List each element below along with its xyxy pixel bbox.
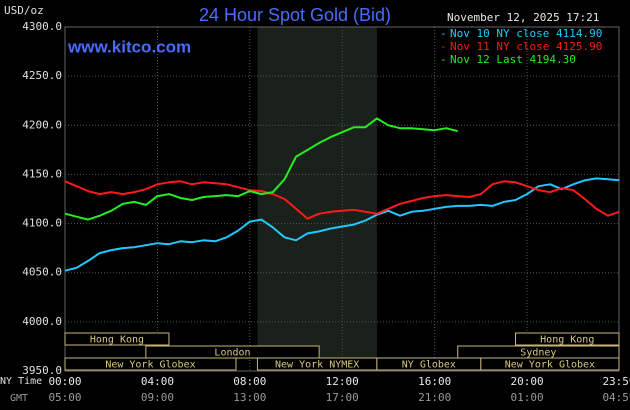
gmt-tick-label: 04:59 <box>602 391 630 404</box>
session-label: New York Globex <box>505 360 595 371</box>
x-tick-label: 04:00 <box>141 375 174 388</box>
session-label: New York Globex <box>105 360 195 371</box>
chart-title: 24 Hour Spot Gold (Bid) <box>199 5 391 25</box>
gmt-tick-label: 09:00 <box>141 391 174 404</box>
plot-frame <box>64 26 620 372</box>
y-tick-label: 4050.0 <box>22 266 62 279</box>
session-label: Hong Kong <box>90 335 144 346</box>
x-tick-label: 12:00 <box>326 375 359 388</box>
gmt-tick-label: 05:00 <box>48 391 81 404</box>
y-tick-label: 4100.0 <box>22 217 62 230</box>
session-label: New York NYMEX <box>275 360 359 371</box>
price-line <box>64 117 458 221</box>
session-bar <box>480 357 620 371</box>
gmt-tick-label: 13:00 <box>233 391 266 404</box>
row-label: GMT <box>10 393 28 404</box>
price-line <box>64 180 620 220</box>
row-label: NY Time <box>0 376 42 387</box>
x-tick-label: 08:00 <box>233 375 266 388</box>
y-tick-label: 4200.0 <box>22 118 62 131</box>
legend-entry: Nov 10 NY close 4114.90 <box>450 27 602 40</box>
session-bar <box>515 332 620 346</box>
y-tick-label: 3950.0 <box>22 364 62 377</box>
legend-marker: - <box>440 40 447 53</box>
legend-marker: - <box>440 27 447 40</box>
shaded-region <box>257 27 377 371</box>
gmt-tick-label: 21:00 <box>418 391 451 404</box>
legend-entry: Nov 12 Last 4194.30 <box>450 53 576 66</box>
unit-label: USD/oz <box>4 4 44 17</box>
session-bar <box>64 357 237 371</box>
session-label: NY Globex <box>402 360 456 371</box>
legend-entry: Nov 11 NY close 4125.90 <box>450 40 602 53</box>
watermark: www.kitco.com <box>67 37 191 56</box>
x-tick-label: 00:00 <box>48 375 81 388</box>
session-bar <box>64 332 170 346</box>
session-label: Hong Kong <box>540 335 594 346</box>
session-label: Sydney <box>520 348 556 359</box>
x-tick-label: 23:59 <box>602 375 630 388</box>
price-line <box>64 177 620 272</box>
y-tick-label: 4000.0 <box>22 315 62 328</box>
y-tick-label: 4250.0 <box>22 69 62 82</box>
gmt-tick-label: 01:00 <box>510 391 543 404</box>
x-tick-label: 16:00 <box>418 375 451 388</box>
timestamp: November 12, 2025 17:21 <box>447 11 599 24</box>
session-label: London <box>214 348 250 359</box>
gmt-tick-label: 17:00 <box>326 391 359 404</box>
y-tick-label: 4150.0 <box>22 167 62 180</box>
y-tick-label: 4300.0 <box>22 20 62 33</box>
legend-marker: - <box>440 53 447 66</box>
x-tick-label: 20:00 <box>510 375 543 388</box>
